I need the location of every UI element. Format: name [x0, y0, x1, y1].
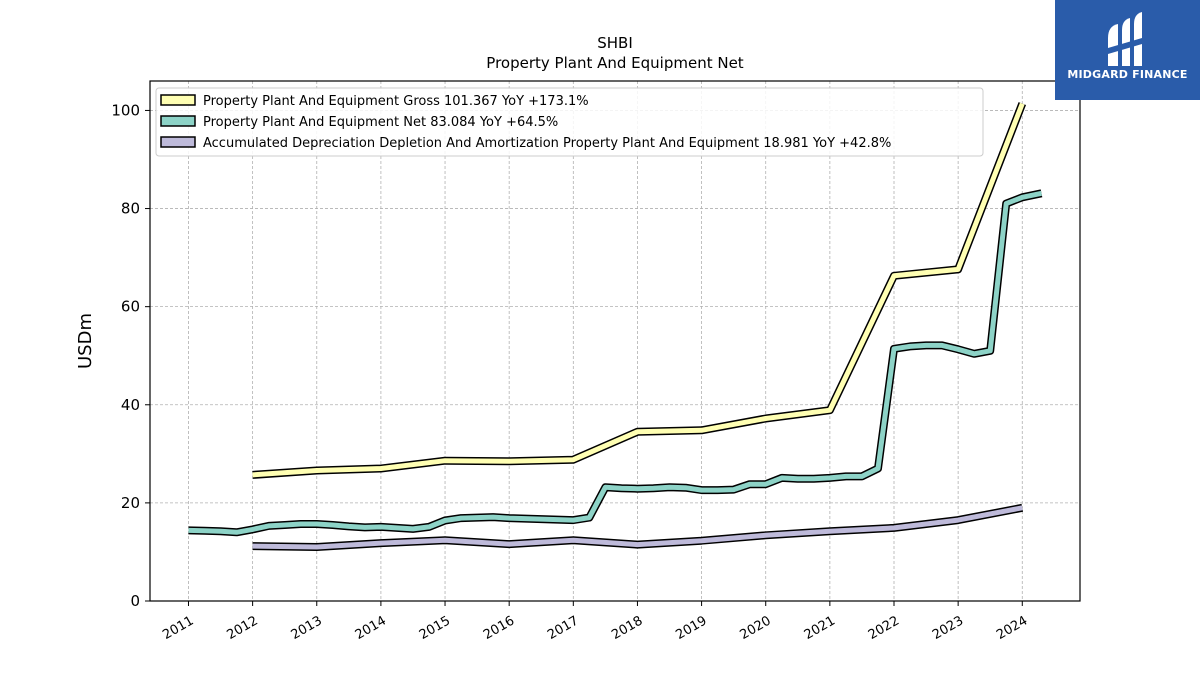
y-tick-label: 60 — [121, 298, 140, 316]
logo-text: MIDGARD FINANCE — [1067, 68, 1188, 81]
x-tick-label: 2013 — [289, 613, 325, 643]
x-tick-label: 2024 — [994, 613, 1030, 643]
x-tick-label: 2011 — [160, 613, 196, 643]
legend: Property Plant And Equipment Gross 101.3… — [155, 87, 984, 157]
series-line-2 — [188, 190, 1043, 535]
y-tick-label: 40 — [121, 396, 140, 414]
x-tick-label: 2018 — [609, 613, 645, 643]
legend-label: Accumulated Depreciation Depletion And A… — [203, 136, 891, 151]
legend-swatch — [160, 136, 196, 148]
y-tick-label: 20 — [121, 494, 140, 512]
series-line-1 — [252, 102, 1025, 478]
legend-label: Property Plant And Equipment Gross 101.3… — [203, 94, 589, 109]
y-axis-label: USDm — [75, 313, 96, 369]
legend-frame — [155, 87, 984, 157]
x-tick-label: 2015 — [417, 613, 453, 643]
series-layer — [188, 102, 1043, 551]
midgard-finance-logo: MIDGARD FINANCE — [1055, 0, 1200, 100]
x-tick-label: 2022 — [866, 613, 902, 643]
legend-swatch — [160, 94, 196, 106]
chart-subtitle: Property Plant And Equipment Net — [486, 54, 743, 72]
legend-swatch — [160, 115, 196, 127]
series-line-3 — [252, 505, 1023, 550]
x-tick-label: 2020 — [738, 613, 774, 643]
x-tick-label: 2021 — [802, 613, 838, 643]
x-tick-label: 2019 — [673, 613, 709, 643]
y-tick-label: 0 — [130, 592, 140, 610]
x-tick-label: 2012 — [224, 613, 260, 643]
plot-frame — [149, 80, 1081, 602]
legend-label: Property Plant And Equipment Net 83.084 … — [203, 115, 558, 130]
x-tick-label: 2016 — [481, 613, 517, 643]
y-tick-label: 80 — [121, 200, 140, 218]
chart-title: SHBI — [597, 34, 633, 52]
y-tick-label: 100 — [111, 101, 140, 119]
series-outline — [252, 102, 1027, 479]
logo-mark-icon — [1108, 12, 1142, 66]
x-tick-label: 2017 — [545, 613, 581, 643]
x-tick-label: 2023 — [930, 613, 966, 643]
x-tick-label: 2014 — [353, 613, 389, 643]
